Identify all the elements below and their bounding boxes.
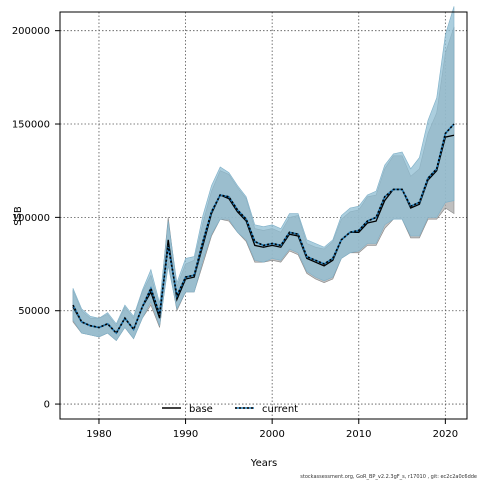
confidence-bands: [72, 6, 455, 342]
x-tick-label: 2020: [433, 429, 458, 440]
y-tick-label: 200000: [12, 26, 50, 37]
series-lines: [72, 123, 455, 335]
footnote: stockassessment.org, GoR_BP_v2.2.3gF_s, …: [300, 474, 477, 480]
y-tick-label: 50000: [18, 306, 50, 317]
y-axis: 0 50000 100000 150000 200000: [12, 26, 60, 411]
x-tick-label: 1980: [86, 429, 111, 440]
x-axis: 1980 1990 2000 2010 2020: [86, 419, 458, 440]
plot-frame: [59, 11, 468, 420]
y-tick-label: 100000: [12, 213, 50, 224]
band-current: [72, 6, 455, 342]
legend-label-current: current: [262, 404, 298, 415]
y-axis-title: SSB: [13, 206, 24, 226]
x-axis-title: Years: [250, 458, 277, 469]
legend-label-base: base: [189, 404, 213, 415]
x-tick-label: 1990: [173, 429, 198, 440]
legend: base current: [162, 404, 298, 415]
x-tick-label: 2000: [259, 429, 284, 440]
series-line-current-dots: [72, 123, 455, 335]
y-tick-label: 0: [44, 400, 50, 411]
x-tick-label: 2010: [346, 429, 371, 440]
y-tick-label: 150000: [12, 120, 50, 131]
